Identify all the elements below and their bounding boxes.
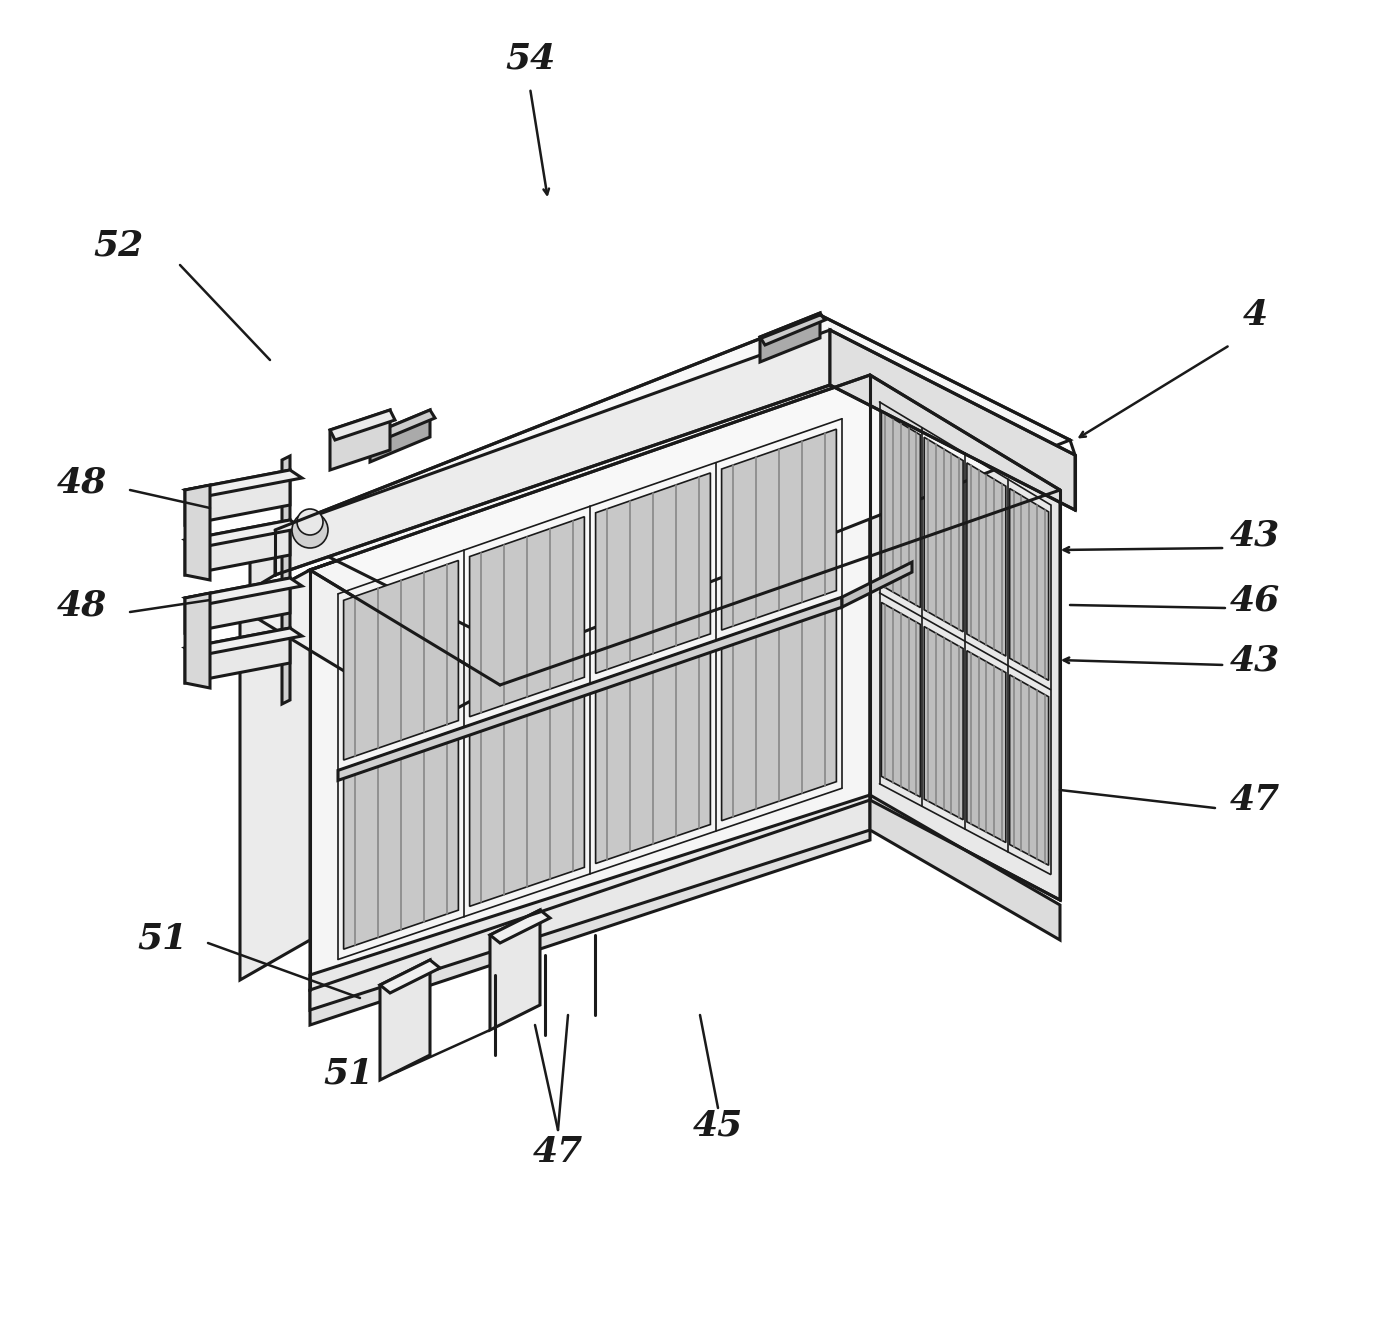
Circle shape	[297, 509, 323, 535]
Polygon shape	[470, 516, 584, 717]
Polygon shape	[470, 694, 584, 906]
Polygon shape	[595, 650, 711, 863]
Polygon shape	[722, 430, 836, 630]
Polygon shape	[842, 563, 912, 606]
Polygon shape	[282, 456, 290, 704]
Polygon shape	[967, 463, 1006, 656]
Polygon shape	[185, 469, 290, 525]
Polygon shape	[924, 626, 963, 819]
Polygon shape	[240, 571, 309, 980]
Polygon shape	[185, 593, 210, 688]
Text: 43: 43	[1230, 517, 1280, 552]
Polygon shape	[595, 473, 711, 673]
Polygon shape	[1009, 488, 1048, 681]
Polygon shape	[1009, 674, 1048, 866]
Text: 48: 48	[57, 465, 107, 499]
Polygon shape	[369, 410, 429, 462]
Text: 43: 43	[1230, 642, 1280, 677]
Polygon shape	[760, 313, 820, 362]
Text: 47: 47	[533, 1134, 583, 1169]
Text: 52: 52	[93, 227, 144, 262]
Circle shape	[291, 512, 328, 548]
Polygon shape	[369, 410, 435, 443]
Text: 4: 4	[1242, 298, 1267, 332]
Polygon shape	[343, 737, 459, 950]
Polygon shape	[185, 520, 290, 575]
Text: 45: 45	[693, 1108, 743, 1142]
Polygon shape	[337, 597, 842, 781]
Polygon shape	[343, 560, 459, 759]
Text: 46: 46	[1230, 583, 1280, 617]
Polygon shape	[381, 960, 441, 994]
Text: 54: 54	[505, 41, 555, 74]
Polygon shape	[924, 438, 963, 632]
Polygon shape	[309, 375, 870, 990]
Text: 48: 48	[57, 588, 107, 622]
Polygon shape	[185, 579, 290, 633]
Text: 51: 51	[137, 920, 187, 955]
Polygon shape	[870, 375, 1059, 900]
Polygon shape	[185, 628, 290, 684]
Polygon shape	[309, 801, 870, 1025]
Polygon shape	[240, 571, 500, 724]
Polygon shape	[185, 469, 302, 497]
Polygon shape	[881, 411, 920, 608]
Polygon shape	[491, 910, 551, 943]
Polygon shape	[491, 910, 539, 1029]
Polygon shape	[185, 520, 302, 548]
Polygon shape	[250, 529, 275, 591]
Polygon shape	[870, 795, 1059, 940]
Polygon shape	[309, 795, 870, 1009]
Polygon shape	[330, 410, 390, 469]
Polygon shape	[829, 330, 1075, 509]
Polygon shape	[185, 628, 302, 656]
Polygon shape	[309, 375, 1059, 685]
Polygon shape	[275, 315, 1071, 654]
Text: 47: 47	[1230, 783, 1280, 817]
Polygon shape	[967, 650, 1006, 842]
Polygon shape	[760, 313, 825, 344]
Polygon shape	[185, 579, 302, 606]
Polygon shape	[185, 485, 210, 580]
Polygon shape	[381, 960, 429, 1080]
Text: 51: 51	[323, 1056, 374, 1091]
Polygon shape	[722, 608, 836, 821]
Polygon shape	[330, 410, 395, 440]
Polygon shape	[881, 602, 920, 797]
Polygon shape	[275, 330, 829, 575]
